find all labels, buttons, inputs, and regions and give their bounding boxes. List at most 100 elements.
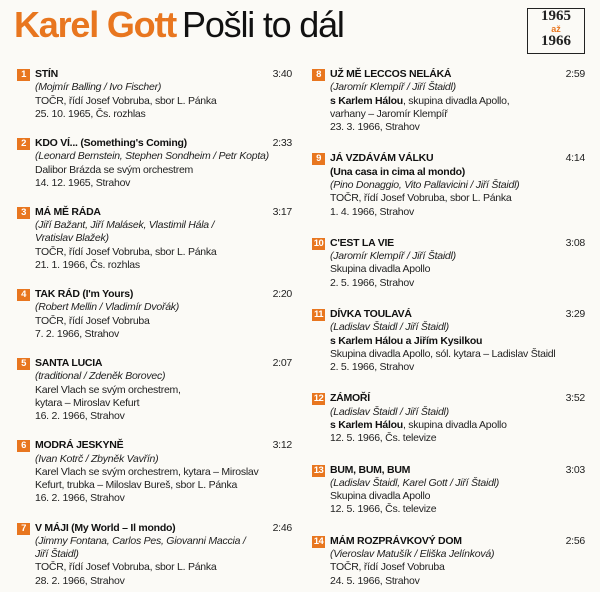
track-title: STÍN (35, 68, 58, 80)
year-word: až (551, 24, 561, 34)
track: 12 ZÁMOŘÍ 3:52 (Ladislav Štaidl / Jiří Štai… (312, 392, 585, 445)
track-heading: DÍVKA TOULAVÁ (330, 308, 585, 321)
credit-line: 16. 2. 1966, Strahov (35, 492, 125, 505)
credit-line: 14. 12. 1965, Strahov (35, 176, 131, 189)
credit-line: 12. 5. 1966, Čs. televize (330, 432, 437, 445)
track-number: 2 (17, 137, 30, 150)
credit-line: (Ladislav Štaidl / Jiří Štaidl) (330, 321, 449, 334)
track: 11 DÍVKA TOULAVÁ 3:29 (Ladislav Štaidl / Ji… (312, 308, 585, 374)
album-title: Pošli to dál (182, 4, 345, 45)
track-time: 3:29 (565, 308, 586, 321)
credit-line: 7. 2. 1966, Strahov (35, 328, 119, 340)
track-number: 5 (17, 358, 30, 371)
credit-line: 21. 1. 1966, Čs. rozhlas (35, 259, 140, 272)
credit-part: s Karlem Hálou (330, 419, 403, 432)
track-title: JÁ VZDÁVÁM VÁLKU (330, 152, 434, 165)
track-heading: BUM, BUM, BUM (330, 464, 585, 477)
track-heading: V MÁJI (My World – Il mondo) (35, 522, 292, 535)
track: 9 JÁ VZDÁVÁM VÁLKU 4:14 (Una casa in cima a… (312, 152, 585, 218)
credit-line: (Ivan Kotrč / Zbyněk Vavřín) (35, 452, 159, 465)
track-time: 3:08 (565, 236, 586, 249)
track-time: 2:07 (272, 357, 293, 370)
track-heading: ZÁMOŘÍ (330, 392, 585, 405)
year-from: 1965 (541, 8, 571, 24)
credit-line: s Karlem Hálou a Jiřím Kysilkou (330, 334, 483, 347)
track-number: 4 (17, 289, 30, 302)
track-title: BUM, BUM, BUM (330, 463, 411, 476)
credit-line: 16. 2. 1966, Strahov (35, 410, 125, 423)
track-number: 7 (17, 522, 30, 535)
track-number: 13 (312, 464, 325, 477)
credit-line: (Una casa in cima al mondo) (330, 165, 466, 178)
credit-line: Jiří Štaidl) (35, 548, 79, 561)
track-number: 1 (17, 69, 30, 81)
credit-line: 2. 5. 1966, Strahov (330, 361, 414, 374)
credit-line: 2. 5. 1966, Strahov (330, 276, 414, 289)
credit-line: TOČR, řídí Josef Vobruba (35, 314, 150, 327)
track: 10 C'EST LA VIE 3:08 (Jaromír Klempíř / Jiř… (312, 237, 585, 290)
credit-line: (Ladislav Štaidl / Jiří Štaidl) (330, 405, 449, 418)
track-time: 3:52 (565, 392, 586, 405)
track-number: 10 (312, 237, 325, 250)
credit-line: 1. 4. 1966, Strahov (330, 205, 414, 218)
track-time: 2:46 (272, 521, 293, 534)
credit-part: , skupina divadla Apollo (402, 419, 507, 432)
track-column: 8 UŽ MĚ LECCOS NELÁKÁ 2:59 (Jaromír Klempíř… (312, 68, 585, 588)
track-heading: UŽ MĚ LECCOS NELÁKÁ (330, 68, 585, 81)
track-heading: MÁ MĚ RÁDA (35, 206, 292, 219)
track: 1 STÍN 3:40 (Mojmír Balling / Ivo Fischer) T… (17, 68, 292, 121)
credit-line: TOČR, řídí Josef Vobruba, sbor L. Pánka (330, 192, 512, 205)
track-title: C'EST LA VIE (330, 236, 394, 249)
track-column: 1 STÍN 3:40 (Mojmír Balling / Ivo Fischer) T… (17, 68, 292, 588)
track-heading: TAK RÁD (I'm Yours) (35, 288, 292, 301)
credit-line: TOČR, řídí Josef Vobruba, sbor L. Pánka (35, 94, 217, 107)
track-heading: MÁM ROZPRÁVKOVÝ DOM (330, 535, 585, 548)
credit-line: 28. 2. 1966, Strahov (35, 574, 125, 587)
credit-line: Karel Vlach se svým orchestrem, (35, 383, 181, 396)
credit-line: varhany – Jaromír Klempíř (330, 107, 448, 120)
track-time: 2:59 (565, 68, 586, 80)
credit-part: , skupina divadla Apollo, (402, 94, 510, 107)
track-heading: SANTA LUCIA (35, 357, 292, 370)
track: 14 MÁM ROZPRÁVKOVÝ DOM 2:56 (Vieroslav Matu… (312, 535, 585, 588)
track-time: 3:40 (272, 68, 293, 80)
credit-line: s Karlem Hálou, skupina divadla Apollo (330, 419, 585, 432)
track-time: 2:20 (272, 288, 293, 301)
credit-part: s Karlem Hálou (330, 94, 403, 107)
header: Karel Gott Pošli to dál (14, 4, 345, 54)
track: 5 SANTA LUCIA 2:07 (traditional / Zdeněk Bo… (17, 357, 292, 423)
credit-line: (traditional / Zdeněk Borovec) (35, 370, 166, 383)
track-number: 9 (312, 153, 325, 166)
track-heading: JÁ VZDÁVÁM VÁLKU (330, 152, 585, 165)
track-heading: C'EST LA VIE (330, 237, 585, 250)
track-title: MODRÁ JESKYNĚ (35, 439, 124, 452)
credit-line: (Ladislav Štaidl, Karel Gott / Jiří Štai… (330, 476, 499, 489)
year-to: 1966 (541, 33, 571, 49)
track-title: ZÁMOŘÍ (330, 392, 370, 405)
credit-line: Skupina divadla Apollo, sól. kytara – La… (330, 347, 556, 360)
credit-line: Skupina divadla Apollo (330, 490, 431, 503)
credit-line: Karel Vlach se svým orchestrem, kytara –… (35, 465, 259, 478)
track-number: 8 (312, 69, 325, 81)
credit-line: 12. 5. 1966, Čs. televize (330, 503, 437, 516)
credit-line: (Vieroslav Matušík / Eliška Jelínková) (330, 548, 495, 561)
credit-line: (Jimmy Fontana, Carlos Pes, Giovanni Mac… (35, 534, 246, 547)
credit-line: (Jaromír Klempíř / Jiří Štaidl) (330, 81, 456, 94)
track-time: 2:56 (565, 534, 586, 547)
credit-line: (Pino Donaggio, Vito Pallavicini / Jiří … (330, 179, 520, 192)
credit-line: TOČR, řídí Josef Vobruba (330, 561, 445, 574)
credit-line: 24. 5. 1966, Strahov (330, 574, 420, 587)
track-title: DÍVKA TOULAVÁ (330, 308, 412, 321)
track-title: TAK RÁD (I'm Yours) (35, 288, 134, 301)
credit-line: (Jaromír Klempíř / Jiří Štaidl) (330, 250, 456, 263)
track-heading: MODRÁ JESKYNĚ (35, 439, 292, 452)
track-heading: STÍN (35, 68, 292, 81)
track-number: 11 (312, 309, 325, 322)
credit-line: Kefurt, trubka – Miloslav Bureš, sbor L.… (35, 479, 238, 492)
credit-line: (Leonard Bernstein, Stephen Sondheim / P… (35, 150, 269, 163)
credit-line: s Karlem Hálou, skupina divadla Apollo, (330, 95, 585, 108)
track-time: 3:17 (272, 205, 293, 218)
track: 7 V MÁJI (My World – Il mondo) 2:46 (Jimmy … (17, 522, 292, 588)
credit-line: TOČR, řídí Josef Vobruba, sbor L. Pánka (35, 561, 217, 574)
track: 4 TAK RÁD (I'm Yours) 2:20 (Robert Mellin /… (17, 288, 292, 341)
